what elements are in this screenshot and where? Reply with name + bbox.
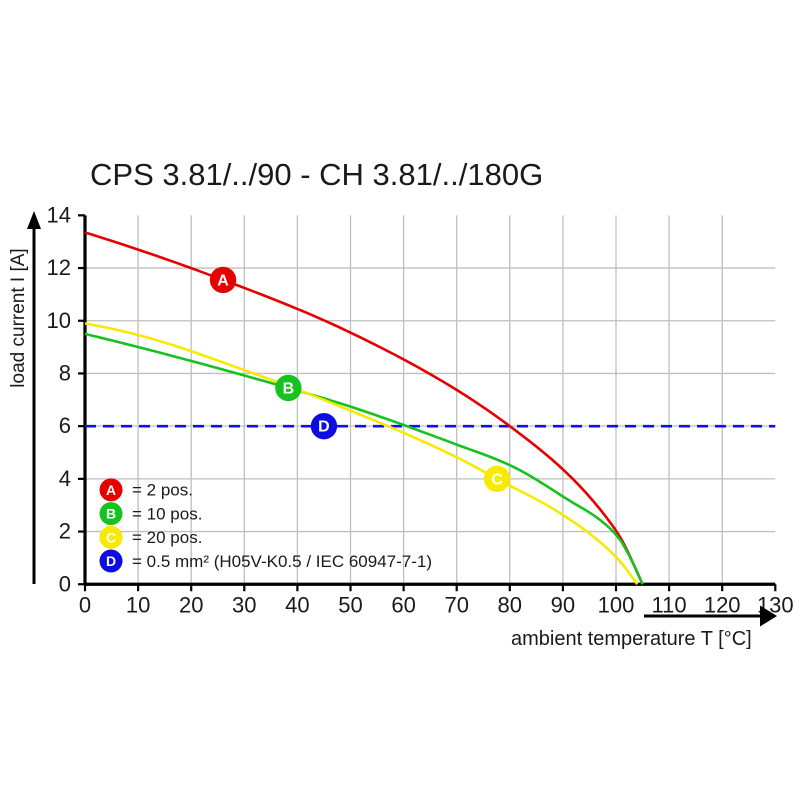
svg-text:A: A xyxy=(106,482,116,498)
svg-text:0: 0 xyxy=(79,592,91,617)
svg-text:14: 14 xyxy=(47,202,71,227)
svg-text:A: A xyxy=(217,272,229,289)
svg-text:= 2 pos.: = 2 pos. xyxy=(132,481,193,500)
svg-text:D: D xyxy=(106,553,116,569)
svg-text:= 0.5 mm² (H05V-K0.5 / IEC 609: = 0.5 mm² (H05V-K0.5 / IEC 60947-7-1) xyxy=(132,552,432,571)
svg-text:100: 100 xyxy=(598,592,635,617)
svg-text:C: C xyxy=(491,471,503,488)
svg-text:B: B xyxy=(106,506,116,522)
svg-text:20: 20 xyxy=(179,592,203,617)
svg-text:30: 30 xyxy=(232,592,256,617)
svg-text:= 20 pos.: = 20 pos. xyxy=(132,528,202,547)
svg-text:110: 110 xyxy=(652,592,687,617)
svg-text:120: 120 xyxy=(704,592,741,617)
svg-text:10: 10 xyxy=(47,308,71,333)
svg-text:C: C xyxy=(106,529,116,545)
svg-text:6: 6 xyxy=(59,413,71,438)
svg-text:90: 90 xyxy=(551,592,575,617)
svg-text:D: D xyxy=(318,419,330,436)
svg-text:70: 70 xyxy=(444,592,468,617)
svg-text:10: 10 xyxy=(126,592,150,617)
svg-text:60: 60 xyxy=(391,592,415,617)
svg-text:2: 2 xyxy=(59,519,71,544)
svg-text:40: 40 xyxy=(285,592,309,617)
svg-text:4: 4 xyxy=(59,466,71,491)
svg-text:12: 12 xyxy=(47,255,71,280)
svg-text:= 10 pos.: = 10 pos. xyxy=(132,504,202,523)
svg-text:50: 50 xyxy=(338,592,362,617)
svg-text:B: B xyxy=(283,380,295,397)
svg-text:80: 80 xyxy=(498,592,522,617)
svg-text:8: 8 xyxy=(59,360,71,385)
svg-text:0: 0 xyxy=(59,571,71,596)
